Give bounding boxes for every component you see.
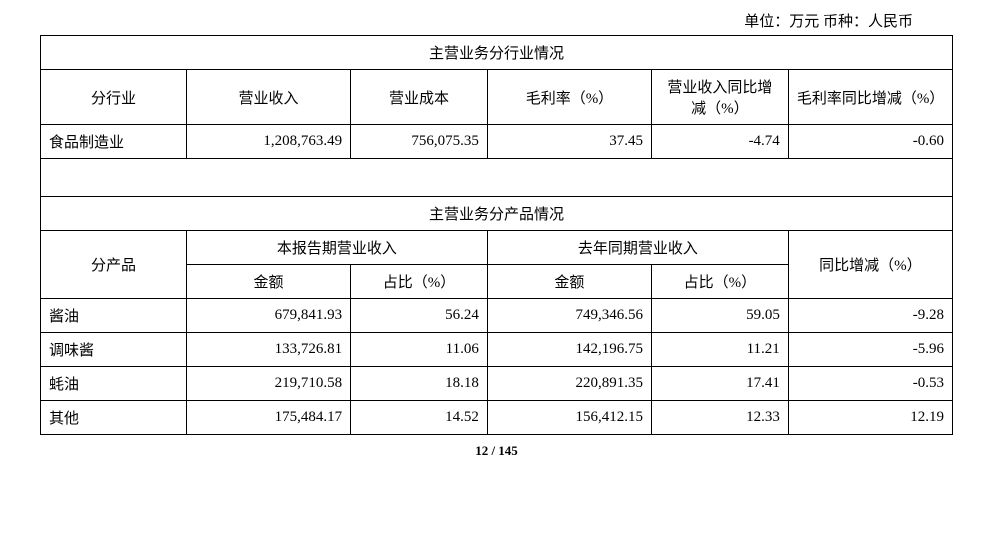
- table2-section-title: 主营业务分产品情况: [41, 197, 953, 231]
- t1-gm: 37.45: [487, 125, 651, 159]
- t2-label: 其他: [41, 401, 187, 435]
- t2-gh-product: 分产品: [41, 231, 187, 299]
- t1-gmyoy: -0.60: [788, 125, 952, 159]
- t2-pri-pct: 17.41: [652, 367, 789, 401]
- table1-row: 食品制造业 1,208,763.49 756,075.35 37.45 -4.7…: [41, 125, 953, 159]
- t2-label: 酱油: [41, 299, 187, 333]
- table2-row: 其他 175,484.17 14.52 156,412.15 12.33 12.…: [41, 401, 953, 435]
- t2-sh-cur-pct: 占比（%）: [351, 265, 488, 299]
- table1-section-title: 主营业务分行业情况: [41, 36, 953, 70]
- t2-cur-pct: 18.18: [351, 367, 488, 401]
- table1-h-revyoy: 营业收入同比增减（%）: [652, 70, 789, 125]
- unit-currency-label: 单位：万元 币种：人民币: [40, 10, 953, 31]
- table2-row: 蚝油 219,710.58 18.18 220,891.35 17.41 -0.…: [41, 367, 953, 401]
- t2-pri-amt: 220,891.35: [487, 367, 651, 401]
- t2-yoy: -5.96: [788, 333, 952, 367]
- t2-label: 蚝油: [41, 367, 187, 401]
- t2-cur-amt: 219,710.58: [186, 367, 350, 401]
- table1-header-row: 分行业 营业收入 营业成本 毛利率（%） 营业收入同比增减（%） 毛利率同比增减…: [41, 70, 953, 125]
- t2-sh-cur-amt: 金额: [186, 265, 350, 299]
- table1-h-industry: 分行业: [41, 70, 187, 125]
- t2-cur-amt: 679,841.93: [186, 299, 350, 333]
- t2-gh-yoy: 同比增减（%）: [788, 231, 952, 299]
- t2-pri-pct: 11.21: [652, 333, 789, 367]
- t2-pri-amt: 156,412.15: [487, 401, 651, 435]
- t2-cur-pct: 56.24: [351, 299, 488, 333]
- t1-label: 食品制造业: [41, 125, 187, 159]
- t2-gh-prior: 去年同期营业收入: [487, 231, 788, 265]
- t2-pri-amt: 142,196.75: [487, 333, 651, 367]
- t2-yoy: 12.19: [788, 401, 952, 435]
- table1-section-row: 主营业务分行业情况: [41, 36, 953, 70]
- t2-pri-pct: 12.33: [652, 401, 789, 435]
- business-tables: 主营业务分行业情况 分行业 营业收入 营业成本 毛利率（%） 营业收入同比增减（…: [40, 35, 953, 435]
- t2-yoy: -0.53: [788, 367, 952, 401]
- table2-section-row: 主营业务分产品情况: [41, 197, 953, 231]
- t1-revyoy: -4.74: [652, 125, 789, 159]
- table1-h-gmyoy: 毛利率同比增减（%）: [788, 70, 952, 125]
- table2-row: 酱油 679,841.93 56.24 749,346.56 59.05 -9.…: [41, 299, 953, 333]
- t2-pri-pct: 59.05: [652, 299, 789, 333]
- t2-cur-amt: 175,484.17: [186, 401, 350, 435]
- t2-cur-pct: 14.52: [351, 401, 488, 435]
- t2-cur-pct: 11.06: [351, 333, 488, 367]
- table1-h-cost: 营业成本: [351, 70, 488, 125]
- t2-cur-amt: 133,726.81: [186, 333, 350, 367]
- table1-h-gm: 毛利率（%）: [487, 70, 651, 125]
- t2-pri-amt: 749,346.56: [487, 299, 651, 333]
- t2-label: 调味酱: [41, 333, 187, 367]
- t2-sh-pri-pct: 占比（%）: [652, 265, 789, 299]
- table2-row: 调味酱 133,726.81 11.06 142,196.75 11.21 -5…: [41, 333, 953, 367]
- t1-cost: 756,075.35: [351, 125, 488, 159]
- t2-gh-current: 本报告期营业收入: [186, 231, 487, 265]
- t1-revenue: 1,208,763.49: [186, 125, 350, 159]
- t2-sh-pri-amt: 金额: [487, 265, 651, 299]
- page-number: 12 / 145: [40, 443, 953, 459]
- t2-yoy: -9.28: [788, 299, 952, 333]
- table2-group-header-row: 分产品 本报告期营业收入 去年同期营业收入 同比增减（%）: [41, 231, 953, 265]
- spacer-row: [41, 159, 953, 197]
- table1-h-revenue: 营业收入: [186, 70, 350, 125]
